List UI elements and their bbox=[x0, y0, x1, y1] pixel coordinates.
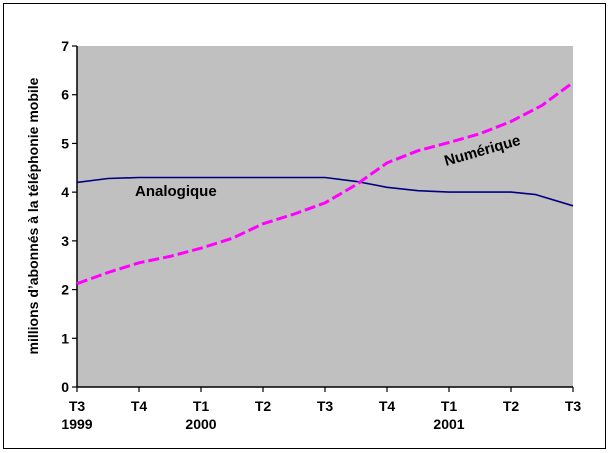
x-tick-label: T2 bbox=[255, 398, 272, 414]
y-axis-title: millions d’abonnés à la téléphonie mobil… bbox=[25, 77, 41, 354]
x-tick-label: T4 bbox=[379, 398, 396, 414]
y-tick-label: 0 bbox=[61, 379, 69, 395]
y-tick-label: 7 bbox=[61, 38, 69, 54]
x-tick-label: T1 bbox=[441, 398, 458, 414]
series-line-analogique bbox=[76, 176, 574, 207]
x-tick-label: T1 bbox=[193, 398, 210, 414]
y-tick-label: 5 bbox=[61, 135, 69, 151]
label-analogique: Analogique bbox=[135, 183, 217, 200]
plot-area bbox=[77, 46, 573, 387]
x-tick-year-label: 2001 bbox=[433, 416, 464, 432]
y-tick-label: 3 bbox=[61, 233, 69, 249]
y-tick-label: 2 bbox=[61, 282, 69, 298]
x-tick-label: T3 bbox=[69, 398, 86, 414]
series-lines bbox=[76, 81, 574, 286]
y-tick-label: 1 bbox=[61, 330, 69, 346]
x-tick-year-label: 2000 bbox=[185, 416, 216, 432]
y-tick-label: 6 bbox=[61, 87, 69, 103]
x-tick-label: T3 bbox=[317, 398, 334, 414]
series-line-numerique bbox=[76, 81, 574, 286]
y-tick-label: 4 bbox=[61, 184, 69, 200]
x-tick-year-label: 1999 bbox=[61, 416, 92, 432]
x-tick-label: T2 bbox=[503, 398, 520, 414]
x-tick-label: T3 bbox=[565, 398, 582, 414]
x-tick-label: T4 bbox=[131, 398, 148, 414]
ticks: 0 1 2 3 4 5 6 7 T3 1999 T4 T1 2000 T2 T3 T4 T1 2001 T2 T3 bbox=[61, 38, 581, 432]
